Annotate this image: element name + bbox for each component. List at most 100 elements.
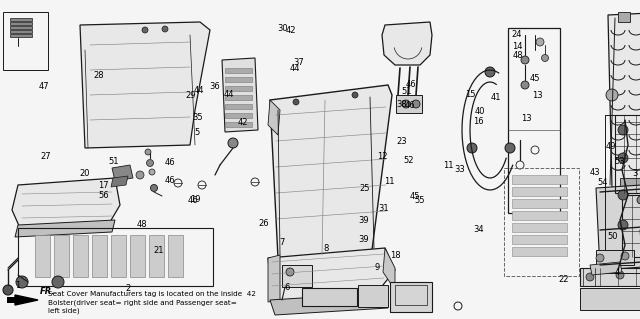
Circle shape: [3, 285, 13, 295]
Bar: [596, 250, 634, 265]
Circle shape: [536, 38, 544, 46]
Bar: [7, 297, 17, 303]
Polygon shape: [111, 176, 128, 187]
Text: 29: 29: [186, 91, 196, 100]
Bar: [512, 187, 567, 196]
Circle shape: [637, 196, 640, 204]
Text: 12: 12: [378, 152, 388, 161]
Circle shape: [16, 276, 28, 288]
Bar: [18, 228, 213, 286]
Bar: [111, 235, 126, 277]
Polygon shape: [383, 248, 395, 290]
Text: 7: 7: [279, 238, 284, 247]
Text: 18: 18: [390, 251, 401, 260]
Bar: [10, 18, 32, 21]
Text: 3: 3: [632, 169, 637, 178]
Bar: [396, 95, 422, 113]
Circle shape: [52, 276, 64, 288]
Circle shape: [618, 125, 628, 135]
Circle shape: [596, 254, 604, 262]
Text: 55: 55: [414, 196, 424, 205]
Polygon shape: [270, 293, 388, 315]
Text: FR.: FR.: [40, 287, 56, 296]
Bar: [618, 12, 630, 22]
Bar: [504, 168, 579, 276]
Bar: [282, 265, 312, 287]
Circle shape: [467, 143, 477, 153]
Bar: [225, 95, 252, 100]
Bar: [10, 34, 32, 37]
Text: 48: 48: [137, 220, 147, 229]
Text: 44: 44: [289, 64, 300, 73]
Text: 46: 46: [406, 80, 416, 89]
Text: 25: 25: [360, 184, 370, 193]
Circle shape: [616, 271, 624, 279]
Bar: [225, 122, 252, 127]
Polygon shape: [80, 22, 210, 148]
Bar: [92, 235, 107, 277]
Bar: [580, 268, 640, 286]
Text: 42: 42: [286, 26, 296, 35]
Text: 4: 4: [615, 268, 620, 277]
Bar: [225, 104, 252, 109]
Text: 13: 13: [521, 114, 531, 122]
Circle shape: [136, 171, 144, 179]
Text: 48: 48: [513, 51, 524, 60]
Text: 51: 51: [401, 87, 412, 96]
Circle shape: [521, 56, 529, 64]
Bar: [225, 68, 252, 73]
Circle shape: [149, 169, 155, 175]
Bar: [512, 211, 567, 220]
Bar: [10, 26, 32, 29]
Bar: [512, 199, 567, 208]
Text: 34: 34: [474, 225, 484, 234]
Text: 46: 46: [188, 196, 198, 205]
Circle shape: [142, 27, 148, 33]
Circle shape: [606, 89, 618, 101]
Text: Seat Cover Manufacturers tag is located on the inside  42
Bolster(driver seat= r: Seat Cover Manufacturers tag is located …: [48, 291, 256, 314]
Bar: [605, 115, 640, 273]
Bar: [512, 175, 567, 184]
Circle shape: [618, 220, 628, 230]
Bar: [168, 235, 183, 277]
Text: 46: 46: [164, 158, 175, 167]
Text: 44: 44: [224, 90, 234, 99]
Text: 5: 5: [195, 128, 200, 137]
Bar: [512, 235, 567, 244]
Text: 16: 16: [474, 117, 484, 126]
Bar: [358, 285, 388, 307]
Circle shape: [505, 143, 515, 153]
Circle shape: [586, 273, 594, 281]
Text: 13: 13: [532, 91, 543, 100]
Polygon shape: [268, 248, 395, 300]
Text: 23: 23: [397, 137, 407, 146]
Circle shape: [286, 268, 294, 276]
Bar: [225, 77, 252, 82]
Bar: [512, 247, 567, 256]
Text: 47: 47: [38, 82, 49, 91]
Text: 20: 20: [79, 169, 90, 178]
Polygon shape: [222, 58, 258, 132]
Circle shape: [618, 253, 628, 263]
Text: 27: 27: [41, 152, 51, 161]
Text: 1: 1: [15, 281, 20, 290]
Text: 6: 6: [284, 283, 289, 292]
Bar: [149, 235, 164, 277]
Circle shape: [352, 92, 358, 98]
Polygon shape: [268, 100, 280, 135]
Bar: [302, 288, 357, 306]
Text: 44: 44: [193, 86, 204, 95]
Text: 8: 8: [324, 244, 329, 253]
Bar: [10, 22, 32, 25]
Text: 11: 11: [443, 161, 453, 170]
Text: 49: 49: [606, 142, 616, 151]
Text: 42: 42: [238, 118, 248, 127]
Circle shape: [293, 99, 299, 105]
Text: 46: 46: [404, 101, 415, 110]
Bar: [512, 223, 567, 232]
Text: 52: 52: [403, 156, 413, 165]
Circle shape: [412, 100, 420, 108]
Text: 19: 19: [191, 195, 201, 204]
Text: 35: 35: [192, 113, 202, 122]
Bar: [54, 235, 69, 277]
